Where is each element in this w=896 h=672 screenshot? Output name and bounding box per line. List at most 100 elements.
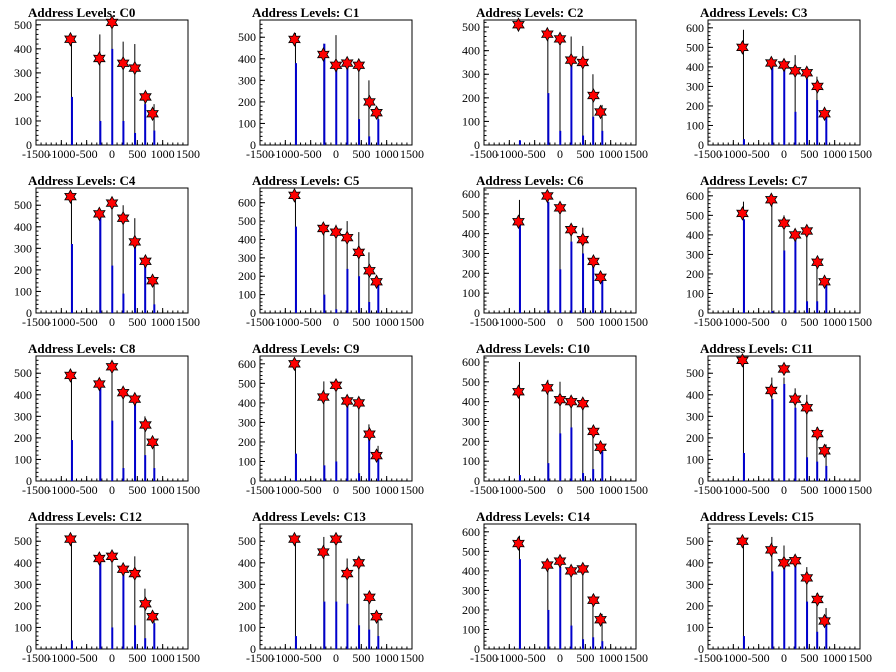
y-tick-label: 100 <box>686 452 704 466</box>
x-tick-label: 500 <box>352 315 370 329</box>
y-tick-label: 500 <box>686 208 704 222</box>
x-tick-label: -1500 <box>694 651 722 665</box>
x-tick-label: -500 <box>76 315 98 329</box>
y-tick-label: 500 <box>462 544 480 558</box>
star-marker <box>576 396 590 411</box>
star-marker <box>512 536 525 551</box>
x-tick-label: -1000 <box>47 147 75 161</box>
x-tick-label: -1500 <box>246 651 274 665</box>
y-tick-label: 300 <box>462 414 480 428</box>
x-tick-label: -500 <box>748 315 770 329</box>
y-tick-label: 0 <box>698 138 704 152</box>
star-marker <box>64 531 77 547</box>
y-tick-label: 0 <box>250 138 256 152</box>
chart-plot: 0 100 200 300 400 500 -1500-1000 -500 0 500 1000 15… <box>462 17 648 161</box>
chart-title: Address Levels: C13 <box>252 509 366 524</box>
chart-plot: 0 100 200 300 400 500 600 -1500-1000 -500 0 500 100… <box>238 187 424 329</box>
star-marker <box>340 55 354 71</box>
y-tick-label: 200 <box>686 99 704 113</box>
y-tick-label: 600 <box>238 196 256 210</box>
x-tick-label: 500 <box>576 483 594 497</box>
x-tick-label: 500 <box>128 147 146 161</box>
y-tick-label: 300 <box>686 247 704 261</box>
x-tick-label: 500 <box>352 651 370 665</box>
x-tick-label: 500 <box>128 315 146 329</box>
x-tick-label: 500 <box>800 651 818 665</box>
x-tick-label: 1500 <box>400 315 424 329</box>
x-tick-label: 500 <box>576 147 594 161</box>
star-marker <box>288 32 301 47</box>
star-marker <box>340 393 354 409</box>
x-tick-label: -500 <box>300 315 322 329</box>
y-tick-label: 100 <box>14 452 32 466</box>
y-tick-label: 100 <box>462 454 480 468</box>
star-marker <box>146 273 159 289</box>
chart-title: Address Levels: C8 <box>28 341 136 356</box>
x-tick-label: -1500 <box>22 483 50 497</box>
x-tick-label: -500 <box>748 147 770 161</box>
x-tick-label: 500 <box>576 651 594 665</box>
star-marker <box>540 380 554 396</box>
y-tick-label: 100 <box>462 622 480 636</box>
y-tick-label: 200 <box>14 431 32 445</box>
y-tick-label: 200 <box>14 90 32 104</box>
y-tick-label: 0 <box>474 138 480 152</box>
chart-plot: 0 100 200 300 400 500 -1500-1000 -500 0 500 1000 15… <box>14 15 200 161</box>
star-marker <box>512 384 525 400</box>
star-marker <box>553 553 567 569</box>
x-tick-label: -1000 <box>495 147 523 161</box>
star-marker <box>316 389 330 405</box>
y-tick-label: 400 <box>14 42 32 56</box>
y-tick-label: 400 <box>238 396 256 410</box>
x-tick-label: 1000 <box>823 651 847 665</box>
star-marker <box>736 206 749 221</box>
x-tick-label: 500 <box>352 483 370 497</box>
y-tick-label: 500 <box>686 534 704 548</box>
y-tick-label: 0 <box>250 642 256 656</box>
star-marker <box>329 57 343 73</box>
x-tick-label: -1000 <box>271 147 299 161</box>
star-marker <box>540 557 554 573</box>
y-tick-label: 200 <box>238 269 256 283</box>
y-tick-label: 300 <box>14 241 32 255</box>
chart-plot: 0 100 200 300 400 500 600 -1500-1000 -500 0 500 100… <box>686 19 872 161</box>
y-tick-label: 500 <box>14 534 32 548</box>
star-marker <box>736 39 749 55</box>
x-tick-label: 1000 <box>151 483 175 497</box>
star-marker <box>352 57 366 73</box>
x-tick-label: 500 <box>128 651 146 665</box>
y-tick-label: 0 <box>698 306 704 320</box>
chart-plot: 0 100 200 300 400 500 600 -1500-1000 -500 0 500 100… <box>462 355 648 497</box>
star-marker <box>316 47 330 62</box>
y-tick-label: 200 <box>686 431 704 445</box>
x-tick-label: -500 <box>524 147 546 161</box>
x-tick-label: 1500 <box>400 651 424 665</box>
star-marker <box>288 531 301 547</box>
chart-panel: Address Levels: C5 0 100 200 300 400 500 600 -15… <box>224 168 448 336</box>
star-marker <box>92 551 106 566</box>
x-tick-label: 0 <box>557 315 563 329</box>
y-tick-label: 100 <box>686 118 704 132</box>
chart-title: Address Levels: C5 <box>252 173 360 188</box>
star-marker <box>128 234 142 250</box>
y-tick-label: 300 <box>462 583 480 597</box>
x-tick-label: -1500 <box>470 147 498 161</box>
x-tick-label: -500 <box>300 651 322 665</box>
star-marker <box>329 224 343 240</box>
chart-plot: 0 100 200 300 400 500 -1500-1000 -500 0 500 1000 15… <box>686 523 872 665</box>
chart-panel: Address Levels: C15 0 100 200 300 400 500 -1500… <box>672 504 896 672</box>
star-marker <box>363 94 376 110</box>
star-marker <box>576 561 590 577</box>
y-tick-label: 0 <box>474 474 480 488</box>
star-marker <box>594 104 607 120</box>
y-tick-label: 500 <box>238 376 256 390</box>
y-tick-label: 200 <box>686 599 704 613</box>
x-tick-label: -500 <box>524 315 546 329</box>
y-tick-label: 100 <box>238 620 256 634</box>
y-tick-label: 500 <box>686 366 704 380</box>
y-tick-label: 100 <box>238 454 256 468</box>
x-tick-label: -1000 <box>47 315 75 329</box>
star-marker <box>139 89 152 105</box>
star-marker <box>128 566 142 581</box>
x-tick-label: 1500 <box>848 147 872 161</box>
